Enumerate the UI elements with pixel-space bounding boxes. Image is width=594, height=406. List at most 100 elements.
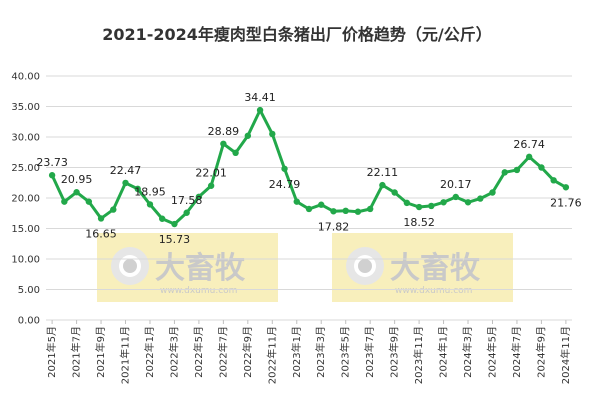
data-point [391,189,398,196]
data-point [403,199,411,207]
x-tick-label: 2022年5月 [192,326,205,378]
data-point [220,140,227,147]
data-point [342,207,349,215]
x-axis: 2021年5月 2021年7月 2021年9月 2021年11月 2022年1月 2022… [45,320,572,384]
data-point [305,205,313,213]
x-tick-label: 2022年3月 [167,326,180,378]
watermark-brand: 大畜牧 [390,251,481,286]
data-label: 22.11 [367,166,399,179]
data-point [428,202,435,210]
data-label: 17.82 [318,220,350,233]
data-point [452,193,459,201]
x-tick-label: 2023年1月 [290,326,303,378]
x-tick-label: 2023年9月 [388,326,401,378]
x-tick-label: 2024年3月 [461,326,474,378]
watermark-right: 大畜牧 www.dxumu.com [332,233,513,302]
data-point [379,181,386,189]
data-point [171,220,178,228]
data-point [440,199,447,206]
x-tick-label: 2021年7月 [70,326,83,378]
chart-title: 2021-2024年瘦肉型白条猪出厂价格趋势（元/公斤） [102,25,492,44]
data-point [477,195,484,202]
data-point [85,198,93,205]
x-tick-label: 2024年1月 [437,326,450,378]
data-label: 26.74 [513,138,545,151]
watermark-brand: 大畜牧 [155,251,246,286]
data-point [48,172,56,179]
data-label: 20.17 [440,178,472,191]
grid [46,75,572,321]
data-point [318,201,325,208]
x-tick-label: 2024年11月 [559,326,572,384]
data-point [134,185,141,193]
data-label: 18.95 [134,185,166,198]
x-tick-label: 2024年5月 [485,326,498,378]
data-label: 23.73 [36,156,68,169]
x-tick-label: 2023年11月 [412,326,425,384]
data-point [183,209,190,216]
y-tick-label: 0.00 [18,316,40,327]
x-tick-label: 2024年7月 [510,326,523,378]
data-point [122,179,129,187]
y-tick-label: 25.00 [11,163,40,174]
x-tick-label: 2022年7月 [216,326,229,378]
y-tick-label: 20.00 [11,194,40,205]
y-tick-label: 40.00 [11,72,40,83]
x-tick-label: 2022年9月 [241,326,254,378]
data-point [550,177,557,184]
series-line [48,106,570,228]
data-point [330,208,337,215]
data-point [464,199,472,206]
watermark-url: www.dxumu.com [160,286,237,296]
y-tick-label: 35.00 [11,102,40,113]
x-tick-label: 2023年3月 [314,326,327,378]
data-point [207,182,215,189]
data-point [489,189,496,196]
y-tick-label: 15.00 [11,224,40,235]
data-point [538,164,545,171]
x-tick-label: 2021年11月 [119,326,132,384]
data-point [61,198,68,205]
data-point [354,208,362,215]
data-label: 17.58 [171,194,203,207]
data-point [110,206,117,213]
data-point [256,106,264,114]
data-point [415,203,423,211]
data-label: 34.41 [244,91,276,104]
data-label: 22.47 [110,164,142,177]
x-tick-label: 2022年1月 [143,326,156,378]
x-tick-label: 2023年7月 [363,326,376,378]
y-tick-label: 10.00 [11,255,40,266]
data-point [366,205,374,213]
data-point [97,215,105,222]
data-point [73,189,80,196]
data-label: 22.01 [195,167,227,180]
data-label: 28.89 [208,125,240,138]
y-axis: 0.00 5.00 10.00 15.00 20.00 25.00 30.00 35.00 40… [11,72,40,327]
data-point [269,130,276,138]
data-point [293,198,300,205]
x-tick-label: 2021年5月 [45,326,58,378]
watermark-left: 大畜牧 www.dxumu.com [97,233,278,302]
data-label: 20.95 [61,173,93,186]
data-point [281,165,288,172]
data-point [159,215,166,222]
data-point [195,193,203,200]
data-label: 18.52 [403,216,435,229]
data-point [232,149,239,157]
y-tick-label: 30.00 [11,133,40,144]
x-tick-label: 2022年11月 [265,326,278,384]
data-point [501,169,508,176]
data-point [513,166,521,174]
x-tick-label: 2024年9月 [534,326,547,378]
data-label: 15.73 [159,233,191,246]
data-label: 24.79 [269,178,301,191]
data-point [146,201,154,208]
y-tick-label: 5.00 [18,285,40,296]
x-tick-label: 2021年9月 [94,326,107,378]
data-label: 16.65 [85,227,117,240]
data-point [244,132,252,139]
x-tick-label: 2023年5月 [339,326,352,378]
